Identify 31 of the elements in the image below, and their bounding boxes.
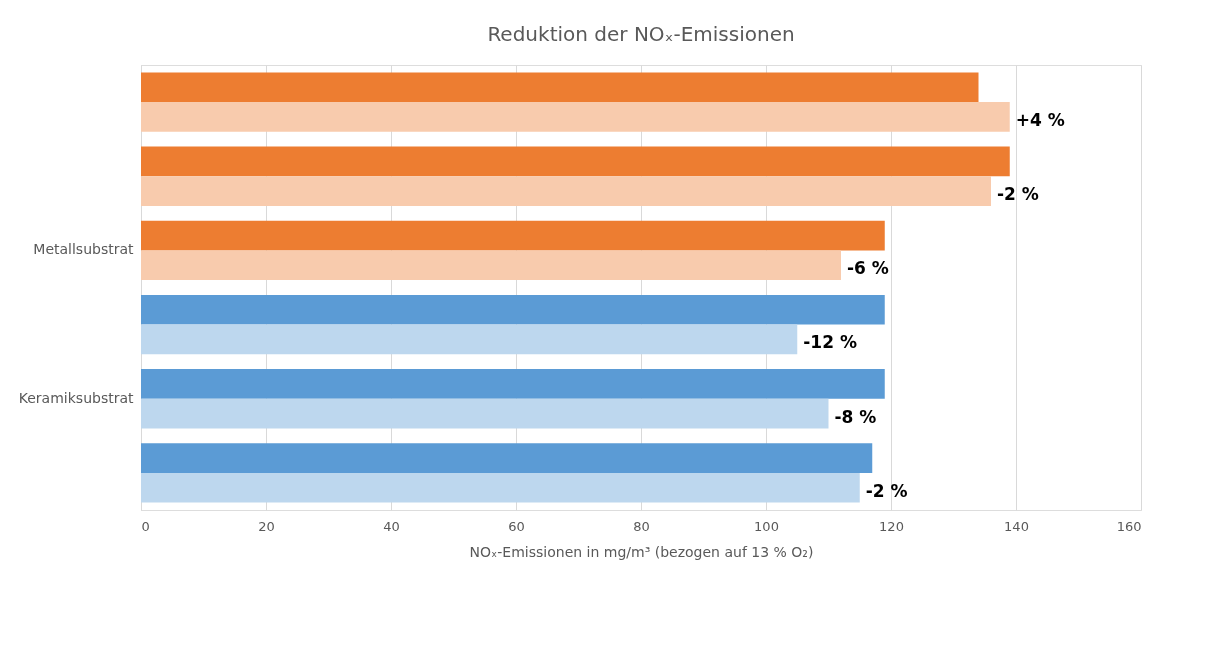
x-tick-label: 40 <box>383 518 400 534</box>
annotation: -12 % <box>803 332 857 353</box>
x-tick-label: 20 <box>258 518 275 534</box>
x-tick-label: 100 <box>754 518 779 534</box>
bar <box>141 398 829 429</box>
bar <box>141 294 885 325</box>
bar <box>141 250 841 281</box>
x-tick-label: 160 <box>1116 518 1142 534</box>
annotation: -8 % <box>834 406 877 427</box>
bar <box>141 146 1010 177</box>
bar <box>141 220 885 251</box>
annotation: -2 % <box>865 480 908 501</box>
annotation: -2 % <box>997 184 1039 205</box>
bar <box>141 176 991 206</box>
x-axis-title: NOₓ-Emissionen in mg/m³ (bezogen auf 13 % O₂) <box>469 543 814 560</box>
x-tick-label: 0 <box>141 518 150 534</box>
x-tick-label: 80 <box>633 518 650 534</box>
bar <box>141 324 798 355</box>
bar <box>141 369 885 399</box>
x-tick-label: 60 <box>508 518 525 534</box>
x-tick-label: 120 <box>879 518 904 534</box>
y-tick-label: Keramiksubstrat <box>18 389 134 406</box>
bar <box>141 102 1010 132</box>
annotation: -6 % <box>847 258 889 279</box>
chart-title: Reduktion der NOₓ-Emissionen <box>487 22 795 46</box>
bar <box>141 72 979 103</box>
y-tick-label: Metallsubstrat <box>33 241 135 258</box>
bar <box>141 443 873 473</box>
bar <box>141 472 860 503</box>
annotation: +4 % <box>1015 109 1065 130</box>
x-tick-label: 140 <box>1004 518 1029 534</box>
